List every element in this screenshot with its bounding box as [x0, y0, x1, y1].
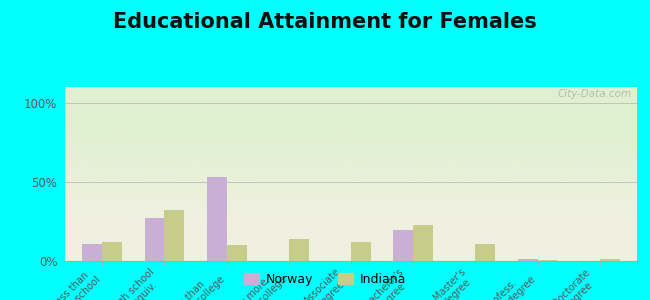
Bar [83, 244, 102, 261]
Bar [207, 177, 227, 261]
Bar [289, 239, 309, 261]
Bar [227, 245, 246, 261]
Bar [475, 244, 495, 261]
Bar [144, 218, 164, 261]
Bar [351, 242, 371, 261]
Text: Educational Attainment for Females: Educational Attainment for Females [113, 12, 537, 32]
Legend: Norway, Indiana: Norway, Indiana [239, 268, 411, 291]
Bar [102, 242, 122, 261]
Text: City-Data.com: City-Data.com [557, 89, 631, 99]
Bar [538, 260, 558, 261]
Bar [517, 260, 538, 261]
Bar [164, 210, 185, 261]
Bar [600, 260, 619, 261]
Bar [393, 230, 413, 261]
Bar [413, 225, 433, 261]
